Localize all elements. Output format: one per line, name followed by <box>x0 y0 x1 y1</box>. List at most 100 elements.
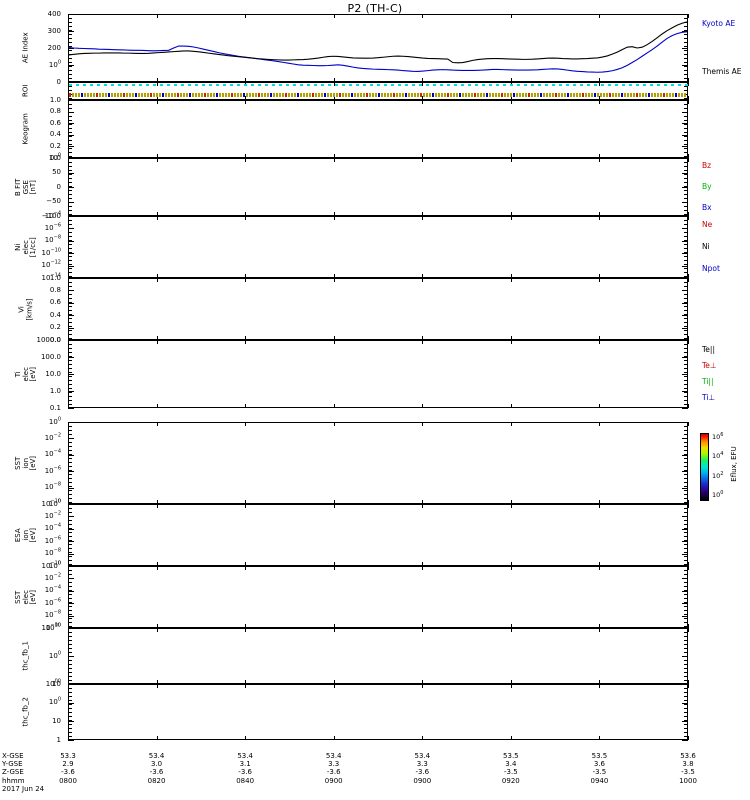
x-tick <box>157 154 158 158</box>
roi-dot <box>570 95 572 97</box>
x-tick <box>511 154 512 158</box>
roi-dot <box>306 93 308 95</box>
axis-minor-tick <box>69 672 72 673</box>
roi-dot <box>519 93 521 95</box>
roi-dot <box>219 93 221 95</box>
axis-minor-tick <box>684 614 687 615</box>
axis-minor-tick <box>684 446 687 447</box>
axis-minor-tick <box>69 70 72 71</box>
x-tick <box>688 158 689 162</box>
roi-dot <box>378 95 380 97</box>
axis-minor-tick <box>684 380 687 381</box>
panel-vi[interactable] <box>68 278 688 340</box>
roi-dot <box>633 93 635 95</box>
roi-dot <box>293 84 296 86</box>
roi-dot <box>645 95 647 97</box>
roi-dot <box>258 95 260 97</box>
axis-minor-tick <box>684 302 687 303</box>
colorbar-title: Eflux, EFU <box>730 446 738 482</box>
roi-dot <box>429 95 431 97</box>
roi-dot <box>261 95 263 97</box>
roi-dot <box>453 93 455 95</box>
x-tick <box>688 624 689 628</box>
roi-dot <box>349 84 352 86</box>
axis-tick <box>68 702 74 704</box>
panel-keogram[interactable] <box>68 100 688 158</box>
axis-minor-tick <box>69 46 72 47</box>
roi-dot <box>615 84 618 86</box>
axis-minor-tick <box>69 532 72 533</box>
axis-minor-tick <box>69 344 72 345</box>
panel-b-fit-gse[interactable] <box>68 158 688 216</box>
panel-ni-elec[interactable] <box>68 216 688 278</box>
xaxis-tick-value: 53.5 <box>591 752 608 760</box>
roi-dot <box>210 93 212 95</box>
roi-dot <box>411 95 413 97</box>
axis-minor-tick <box>684 240 687 241</box>
axis-minor-tick <box>69 116 72 117</box>
axis-minor-tick <box>69 478 72 479</box>
roi-dot <box>216 93 218 95</box>
axis-minor-tick <box>684 396 687 397</box>
x-tick <box>511 274 512 278</box>
axis-minor-tick <box>69 220 72 221</box>
axis-minor-tick <box>69 334 72 335</box>
roi-dot <box>225 95 227 97</box>
panel-b-fit-gse-ytick: 50 <box>52 168 61 176</box>
xaxis-tick-value: -3.5 <box>592 768 607 777</box>
panel-sst-elec[interactable] <box>68 566 688 628</box>
roi-dot <box>384 95 386 97</box>
panel-sst-ion[interactable] <box>68 422 688 504</box>
roi-dot <box>399 93 401 95</box>
roi-dot <box>564 93 566 95</box>
axis-minor-tick <box>684 264 687 265</box>
axis-tick <box>682 454 688 456</box>
axis-minor-tick <box>69 626 72 627</box>
legend-ni-elec-ni: Ni <box>702 242 710 251</box>
panel-thc-fb-2[interactable] <box>68 684 688 740</box>
axis-minor-tick <box>684 490 687 491</box>
roi-dot <box>144 93 146 95</box>
roi-dot <box>216 84 219 86</box>
roi-dot <box>390 95 392 97</box>
roi-dot <box>243 95 245 97</box>
axis-minor-tick <box>684 26 687 27</box>
roi-dot <box>333 93 335 95</box>
x-tick <box>157 274 158 278</box>
roi-dot <box>69 84 72 86</box>
roi-dot <box>243 93 245 95</box>
roi-dot <box>462 93 464 95</box>
roi-dot <box>192 95 194 97</box>
roi-dot <box>90 93 92 95</box>
x-tick <box>511 158 512 162</box>
axis-minor-tick <box>684 508 687 509</box>
x-tick <box>511 680 512 684</box>
x-tick <box>68 562 69 566</box>
roi-dot <box>195 95 197 97</box>
roi-dot <box>543 93 545 95</box>
roi-dot <box>510 95 512 97</box>
panel-esa-ion[interactable] <box>68 504 688 566</box>
roi-dot <box>183 95 185 97</box>
axis-minor-tick <box>69 272 72 273</box>
x-tick <box>599 500 600 504</box>
roi-dot <box>672 95 674 97</box>
roi-dot <box>258 93 260 95</box>
x-tick <box>422 422 423 426</box>
panel-thc-fb-1[interactable] <box>68 628 688 684</box>
x-tick <box>688 562 689 566</box>
roi-marker-row <box>69 95 687 97</box>
roi-dot <box>372 95 374 97</box>
x-tick <box>68 500 69 504</box>
roi-dot <box>171 95 173 97</box>
panel-ti-elec[interactable] <box>68 340 688 408</box>
roi-dot <box>83 84 86 86</box>
roi-dot <box>186 93 188 95</box>
axis-minor-tick <box>684 248 687 249</box>
x-tick <box>68 736 69 740</box>
axis-minor-tick <box>69 656 72 657</box>
roi-dot <box>459 95 461 97</box>
axis-minor-tick <box>684 276 687 277</box>
x-tick <box>511 212 512 216</box>
axis-minor-tick <box>684 356 687 357</box>
